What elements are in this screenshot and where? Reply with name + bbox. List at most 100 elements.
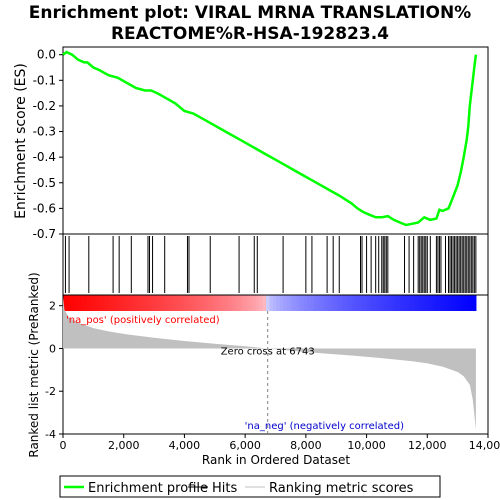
band-segment — [104, 295, 109, 311]
es-y-tick-label: -0.6 — [33, 201, 56, 215]
band-segment — [279, 295, 284, 311]
zero-cross-label: Zero cross at 6743 — [221, 346, 315, 357]
band-segment — [114, 295, 119, 311]
chart-title-line-1: Enrichment plot: VIRAL MRNA TRANSLATION% — [29, 3, 471, 23]
rank-x-tick-label: 4,000 — [169, 439, 201, 452]
band-segment — [341, 295, 346, 311]
band-segment — [100, 295, 105, 311]
band-segment — [379, 295, 384, 311]
band-segment — [128, 295, 133, 311]
rank-x-tick-label: 8,000 — [290, 439, 322, 452]
band-segment — [458, 295, 463, 311]
band-segment — [207, 295, 212, 311]
band-segment — [176, 295, 181, 311]
rank-x-axis-label: Rank in Ordered Dataset — [202, 453, 350, 467]
band-segment — [407, 295, 412, 311]
es-y-axis-label: Enrichment score (ES) — [13, 63, 29, 219]
band-segment — [200, 295, 205, 311]
metric-y-axis-label: Ranked list metric (PreRanked) — [27, 272, 41, 457]
band-segment — [355, 295, 360, 311]
band-segment — [300, 295, 305, 311]
band-segment — [87, 295, 92, 311]
metric-panel-frame — [62, 294, 489, 435]
band-segment — [441, 295, 446, 311]
band-segment — [193, 295, 198, 311]
band-segment — [451, 295, 456, 311]
band-segment — [455, 295, 460, 311]
band-segment — [179, 295, 185, 311]
hits-panel-frame — [62, 233, 489, 296]
metric-y-tick-label: 0 — [49, 342, 56, 355]
band-segment — [417, 295, 422, 311]
band-segment — [162, 295, 167, 311]
band-segment — [303, 295, 308, 311]
band-segment — [434, 295, 439, 311]
band-segment — [197, 295, 202, 311]
band-segment — [382, 295, 388, 311]
band-segment — [389, 295, 394, 311]
band-segment — [393, 295, 398, 311]
band-segment — [210, 295, 215, 311]
band-segment — [307, 295, 312, 311]
band-segment — [334, 295, 339, 311]
band-segment — [142, 295, 147, 311]
band-segment — [73, 295, 78, 311]
band-segment — [76, 295, 81, 311]
band-segment — [286, 295, 291, 311]
rank-x-tick-label: 14,000 — [469, 439, 500, 452]
rank-x-axis: 0 2,000 4,000 6,000 8,000 10,000 12,000 14,000 — [60, 434, 500, 452]
band-segment — [338, 295, 343, 311]
band-segment — [159, 295, 164, 311]
band-segment — [107, 295, 112, 311]
band-segment — [121, 295, 126, 311]
band-segment — [345, 295, 350, 311]
band-segment — [396, 295, 401, 311]
legend-label: Enrichment profile — [88, 481, 208, 496]
band-segment — [190, 295, 195, 311]
chart-title-line-2: REACTOME%R-HSA-192823.4 — [111, 24, 389, 44]
band-segment — [331, 295, 336, 311]
band-segment — [235, 295, 240, 311]
band-segment — [204, 295, 209, 311]
band-segment — [321, 295, 326, 311]
band-segment — [427, 295, 432, 311]
es-panel: 0.0 -0.1 -0.2 -0.3 -0.4 -0.5 -0.6 -0.7 Enrichme… — [13, 46, 489, 241]
band-segment — [262, 295, 267, 311]
band-segment — [468, 295, 474, 311]
band-segment — [135, 295, 140, 311]
band-segment — [296, 295, 301, 311]
band-segment — [241, 295, 246, 311]
band-segment — [149, 295, 154, 311]
band-segment — [217, 295, 222, 311]
band-segment — [413, 295, 418, 311]
es-y-tick-label: -0.2 — [33, 99, 56, 113]
band-segment — [124, 295, 129, 311]
es-profile-line — [62, 50, 478, 227]
band-segment — [276, 295, 281, 311]
rank-x-tick-label: 2,000 — [108, 439, 140, 452]
es-y-tick-label: 0.0 — [37, 48, 56, 62]
band-segment — [403, 295, 408, 311]
legend-label: Ranking metric scores — [269, 481, 414, 496]
band-segment — [214, 295, 219, 311]
pos-correlated-label: 'na_pos' (positively correlated) — [66, 315, 220, 326]
band-segment — [259, 295, 264, 311]
band-segment — [173, 295, 178, 311]
band-segment — [410, 295, 415, 311]
band-segment — [400, 295, 405, 311]
hits-panel — [62, 233, 489, 296]
es-y-tick-label: -0.5 — [33, 176, 56, 190]
band-segment — [183, 295, 188, 311]
band-segment — [431, 295, 436, 311]
band-segment — [293, 295, 298, 311]
band-segment — [448, 295, 453, 311]
band-segment — [252, 295, 257, 311]
band-segment — [221, 295, 226, 311]
rank-x-tick-label: 0 — [60, 439, 67, 452]
band-segment — [69, 295, 74, 311]
band-segment — [90, 295, 95, 311]
band-segment — [283, 295, 288, 311]
band-segment — [231, 295, 236, 311]
band-segment — [255, 295, 260, 311]
